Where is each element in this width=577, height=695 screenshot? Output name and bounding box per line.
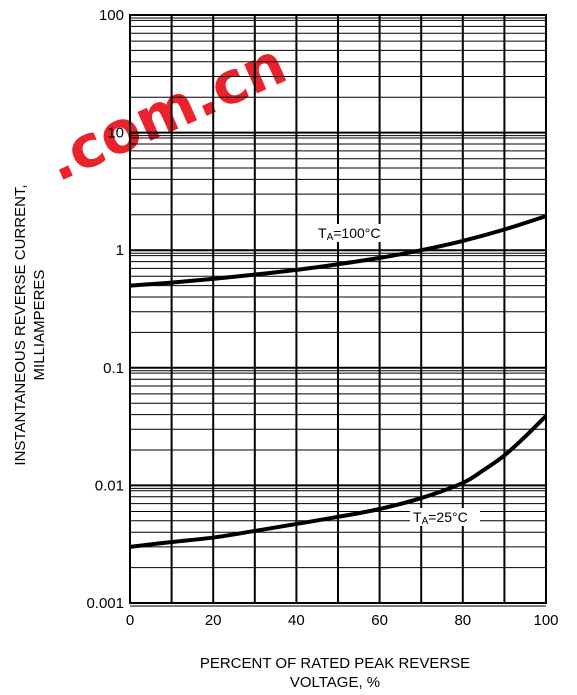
data-point bbox=[378, 508, 381, 510]
series-label-bg bbox=[315, 224, 393, 242]
data-point bbox=[295, 523, 298, 525]
tick-labels: 0 20 40 60 80 100 0.001 0.01 0.1 1 10 100 bbox=[86, 7, 558, 629]
y-axis-title: INSTANTANEOUS REVERSE CURRENT, bbox=[12, 184, 29, 465]
y-tick-label: 0.1 bbox=[103, 360, 124, 377]
x-tick-label: 20 bbox=[205, 612, 222, 629]
data-point bbox=[212, 278, 214, 280]
series-labels: TA=100°C TA=25°C bbox=[315, 224, 480, 527]
watermark-text: .com.cn bbox=[36, 29, 296, 195]
plot-border bbox=[129, 14, 547, 604]
y-tick-label: 1 bbox=[116, 242, 124, 259]
series-label-bg bbox=[410, 508, 480, 526]
x-axis-title: VOLTAGE, % bbox=[290, 674, 380, 691]
data-point bbox=[482, 469, 485, 471]
data-point bbox=[254, 530, 256, 532]
x-tick-label: 0 bbox=[126, 612, 134, 629]
data-point bbox=[170, 541, 173, 543]
y-tick-label: 0.01 bbox=[95, 477, 124, 494]
x-tick-label: 40 bbox=[288, 612, 305, 629]
y-tick-label: 0.001 bbox=[86, 595, 124, 612]
series-label-1: TA=25°C bbox=[413, 509, 468, 527]
data-point bbox=[212, 536, 214, 539]
axis-titles: PERCENT OF RATED PEAK REVERSE VOLTAGE, % I… bbox=[12, 184, 470, 691]
data-point bbox=[420, 497, 423, 499]
data-point bbox=[337, 263, 339, 266]
y-tick-label: 10 bbox=[107, 125, 124, 142]
watermark: .com.cn bbox=[36, 29, 296, 195]
x-tick-label: 60 bbox=[371, 612, 388, 629]
x-axis-title: PERCENT OF RATED PEAK REVERSE bbox=[200, 655, 470, 672]
data-point bbox=[254, 273, 256, 276]
data-point bbox=[462, 482, 464, 484]
data-point bbox=[337, 516, 339, 518]
y-axis-title: MILLIAMPERES bbox=[31, 270, 48, 381]
series-label-0: TA=100°C bbox=[318, 225, 380, 243]
data-point bbox=[503, 454, 506, 457]
data-point bbox=[170, 281, 173, 284]
data-point bbox=[503, 228, 506, 231]
plot-frame bbox=[129, 14, 547, 604]
y-tick-label: 100 bbox=[99, 7, 124, 24]
data-point bbox=[378, 257, 381, 259]
x-tick-label: 100 bbox=[533, 612, 558, 629]
data-point bbox=[420, 249, 423, 251]
data-point bbox=[295, 269, 298, 271]
x-tick-label: 80 bbox=[454, 612, 471, 629]
chart-series bbox=[129, 214, 548, 549]
data-point bbox=[462, 240, 464, 242]
data-point bbox=[524, 435, 526, 438]
